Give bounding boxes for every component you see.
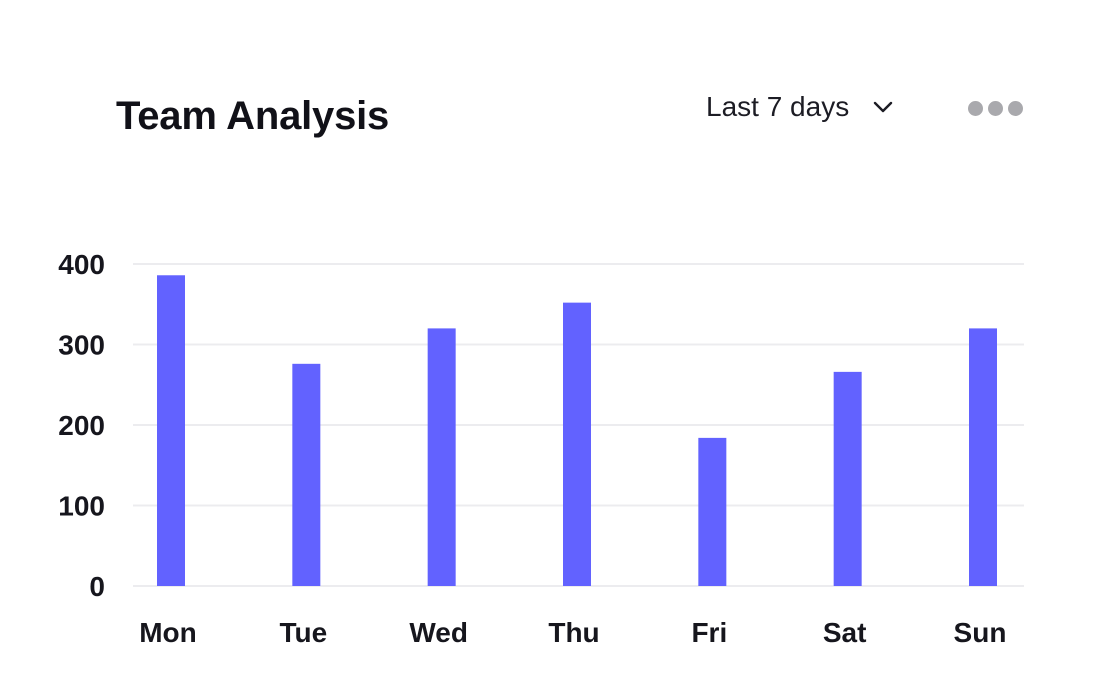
y-tick-label: 200: [58, 410, 105, 441]
more-dot-icon: [1007, 100, 1023, 116]
bar-mon[interactable]: [157, 275, 185, 586]
x-tick-label: Fri: [691, 617, 727, 648]
bar-fri[interactable]: [698, 437, 727, 586]
bar-sun[interactable]: [969, 328, 997, 586]
y-tick-label: 100: [58, 491, 105, 522]
more-dot-icon: [987, 100, 1003, 116]
y-tick-label: 0: [89, 571, 105, 602]
x-tick-label: Wed: [409, 617, 468, 648]
x-tick-label: Mon: [139, 617, 197, 648]
chevron-down-icon: [871, 95, 895, 119]
date-range-dropdown[interactable]: Last 7 days: [700, 86, 901, 128]
bar-thu[interactable]: [563, 302, 591, 586]
x-tick-label: Sat: [823, 617, 867, 648]
y-tick-label: 400: [58, 249, 105, 280]
chart-title: Team Analysis: [116, 94, 390, 138]
bar-sat[interactable]: [833, 371, 862, 586]
bar-wed[interactable]: [427, 328, 456, 586]
x-tick-label: Thu: [548, 617, 599, 648]
more-options-button[interactable]: [960, 92, 1030, 124]
y-tick-label: 300: [58, 330, 105, 361]
more-dot-icon: [967, 100, 983, 116]
x-tick-label: Sun: [954, 617, 1007, 648]
bar-tue[interactable]: [292, 363, 321, 586]
x-tick-label: Tue: [279, 617, 327, 648]
date-range-label: Last 7 days: [706, 91, 850, 122]
